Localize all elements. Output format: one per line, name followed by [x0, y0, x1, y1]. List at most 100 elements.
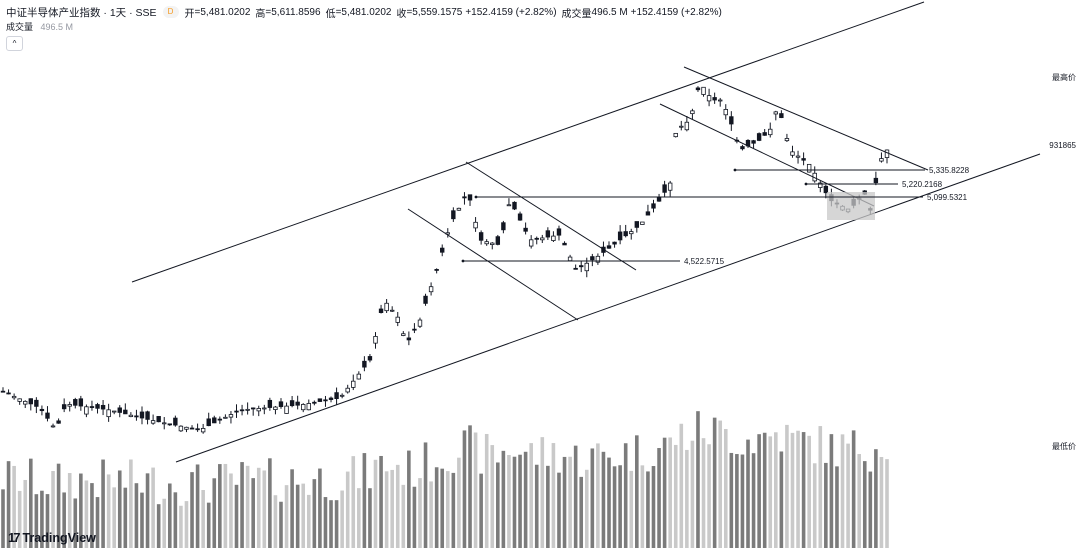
candle-body [584, 262, 589, 272]
candle-body [795, 155, 801, 158]
volume-bar [779, 451, 784, 548]
candle [595, 253, 601, 265]
candle [234, 404, 239, 418]
volume-bar [390, 469, 394, 548]
candle-body [595, 255, 601, 263]
volume-bar [1, 489, 5, 548]
candle [362, 356, 367, 372]
candle [289, 395, 295, 408]
left-descending-line-top [465, 161, 637, 271]
candle-body [873, 177, 879, 184]
volume-bar [635, 435, 639, 548]
candle-body [106, 409, 111, 418]
candle-body [801, 158, 806, 161]
candle [528, 235, 534, 249]
right-descending-line-top [683, 66, 929, 171]
candle-body [562, 242, 567, 246]
volume-bar [507, 454, 511, 548]
candle-body [423, 295, 428, 304]
candle [167, 423, 172, 426]
volume-bar [45, 494, 50, 548]
candle [656, 193, 662, 202]
volume-bar [295, 484, 300, 548]
volume-bar [195, 464, 200, 548]
volume-bar [412, 486, 417, 548]
volume-bar [812, 463, 817, 548]
candle-body [351, 380, 356, 388]
volume-bar [518, 454, 522, 548]
candle [189, 425, 195, 430]
candle [690, 108, 695, 120]
candle-body [501, 222, 506, 231]
candle [873, 171, 879, 186]
candle [762, 128, 767, 136]
volume-bar [473, 432, 478, 548]
candle-body [473, 221, 478, 229]
candle [89, 400, 95, 411]
candle-body [818, 182, 823, 188]
volume-bar [862, 461, 867, 548]
candle [6, 389, 11, 395]
volume-bar [179, 505, 183, 548]
upper-channel-line [131, 1, 925, 283]
candle [679, 120, 684, 131]
candle-body [328, 397, 334, 400]
candle [768, 122, 773, 138]
candle-body [295, 401, 300, 406]
candle [123, 403, 128, 415]
volume-bar [879, 457, 884, 548]
volume-bar [6, 461, 11, 548]
header-volume-label: 成交量 [561, 8, 592, 20]
candle [501, 220, 506, 234]
volume-bar [129, 459, 133, 548]
volume-bar [874, 449, 878, 548]
candle-body [762, 132, 767, 136]
price-level-label: 4,522.5715 [684, 257, 725, 266]
candle-body [718, 99, 723, 102]
volume-bar [573, 445, 578, 548]
volume-bar [568, 456, 572, 548]
volume-bar [401, 484, 406, 548]
candle-body [339, 394, 345, 397]
volume-bar [395, 464, 400, 548]
candle-body [17, 398, 22, 402]
candle-body [484, 241, 489, 245]
candle [378, 304, 384, 314]
candle-body [656, 196, 662, 202]
candle-body [729, 116, 734, 125]
candle [434, 268, 439, 274]
candle-body [28, 398, 33, 405]
candle [356, 371, 362, 380]
header-volume-value: 496.5 M [591, 6, 628, 18]
volume-bar [557, 472, 561, 548]
volume-bar [774, 432, 778, 548]
candle-body [456, 207, 462, 211]
volume-bar [162, 498, 167, 548]
candle [73, 397, 78, 409]
candle-body [178, 425, 184, 432]
candle [651, 199, 656, 213]
candle-body [528, 239, 534, 247]
candle [150, 414, 156, 425]
volume-bar [429, 481, 433, 548]
collapse-legend-button[interactable]: ^ [6, 36, 23, 51]
highest-price-label: 最高价 [1052, 73, 1076, 82]
candle-body [111, 410, 117, 413]
tradingview-logo[interactable]: 17 TradingView [8, 530, 96, 545]
volume-bar [434, 467, 439, 548]
candle [67, 401, 72, 412]
candle [879, 152, 884, 163]
candle [317, 398, 323, 402]
candle-body [139, 411, 145, 419]
candle-body [84, 406, 89, 415]
candle-body [61, 404, 67, 410]
candle [128, 412, 134, 418]
candle [145, 410, 150, 425]
price-level-anchor [733, 168, 737, 172]
volume-bar [201, 489, 205, 548]
symbol-title[interactable]: 中证半导体产业指数 · 1天 · SSE [6, 6, 157, 19]
candle [573, 264, 578, 270]
candle-body [606, 245, 612, 249]
volume-bar [646, 471, 650, 548]
